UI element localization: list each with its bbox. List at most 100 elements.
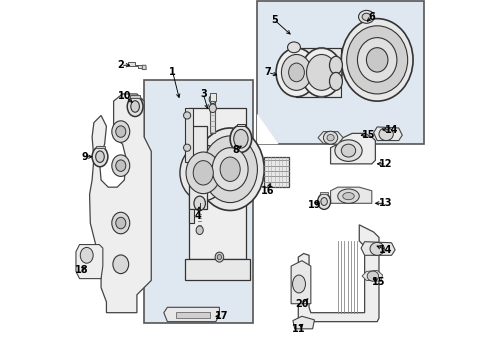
Polygon shape	[362, 270, 382, 281]
Ellipse shape	[329, 56, 342, 74]
Ellipse shape	[292, 275, 305, 293]
Ellipse shape	[233, 130, 247, 148]
Ellipse shape	[329, 72, 342, 90]
Polygon shape	[185, 259, 249, 280]
Polygon shape	[296, 48, 321, 97]
Polygon shape	[210, 99, 215, 134]
Text: 3: 3	[200, 89, 206, 99]
Ellipse shape	[317, 194, 330, 210]
Ellipse shape	[320, 198, 326, 206]
Ellipse shape	[358, 10, 373, 23]
Ellipse shape	[323, 131, 337, 144]
Text: 18: 18	[74, 265, 88, 275]
Ellipse shape	[180, 145, 226, 201]
Ellipse shape	[342, 193, 353, 200]
Ellipse shape	[281, 54, 311, 90]
Ellipse shape	[220, 157, 240, 181]
Bar	[209, 93, 216, 101]
Ellipse shape	[337, 189, 359, 203]
Ellipse shape	[112, 212, 129, 234]
Polygon shape	[292, 316, 314, 329]
Ellipse shape	[196, 128, 264, 211]
Text: 6: 6	[367, 12, 374, 22]
Bar	[176, 312, 210, 318]
Ellipse shape	[306, 54, 336, 90]
Text: 14: 14	[379, 245, 392, 255]
Polygon shape	[130, 95, 140, 98]
Bar	[144, 80, 253, 323]
Text: 4: 4	[194, 211, 201, 221]
Text: 12: 12	[379, 159, 392, 169]
Text: 19: 19	[307, 200, 321, 210]
Ellipse shape	[341, 19, 412, 101]
Polygon shape	[236, 125, 244, 126]
Ellipse shape	[196, 226, 203, 234]
Text: 20: 20	[295, 299, 308, 309]
Ellipse shape	[366, 48, 387, 72]
Text: 11: 11	[291, 324, 305, 334]
Ellipse shape	[193, 161, 213, 185]
Polygon shape	[321, 48, 341, 97]
Polygon shape	[257, 1, 423, 144]
Polygon shape	[142, 65, 146, 69]
Ellipse shape	[276, 48, 316, 97]
Ellipse shape	[378, 128, 392, 140]
Polygon shape	[317, 132, 343, 144]
Polygon shape	[185, 108, 192, 162]
Polygon shape	[373, 127, 402, 140]
Ellipse shape	[80, 247, 93, 263]
Polygon shape	[330, 187, 371, 203]
Polygon shape	[96, 145, 104, 148]
Text: 10: 10	[118, 91, 131, 101]
Ellipse shape	[92, 147, 108, 167]
Text: 15: 15	[371, 277, 385, 287]
Ellipse shape	[131, 101, 139, 112]
Ellipse shape	[326, 134, 333, 141]
Ellipse shape	[113, 255, 128, 274]
Text: 13: 13	[379, 198, 392, 208]
Ellipse shape	[127, 96, 142, 117]
Polygon shape	[89, 94, 151, 313]
Ellipse shape	[230, 125, 251, 152]
Ellipse shape	[112, 121, 129, 142]
Ellipse shape	[217, 255, 221, 260]
Ellipse shape	[116, 217, 125, 229]
Ellipse shape	[209, 95, 216, 104]
Polygon shape	[319, 192, 328, 194]
Polygon shape	[298, 225, 378, 321]
Text: 8: 8	[232, 144, 239, 154]
Ellipse shape	[116, 160, 125, 171]
Polygon shape	[257, 114, 278, 144]
Ellipse shape	[203, 136, 257, 203]
Ellipse shape	[301, 48, 341, 97]
Polygon shape	[188, 209, 194, 223]
Ellipse shape	[185, 152, 220, 194]
Ellipse shape	[287, 42, 300, 53]
Ellipse shape	[366, 271, 378, 281]
Ellipse shape	[183, 112, 190, 119]
Text: 14: 14	[384, 125, 397, 135]
Polygon shape	[360, 242, 394, 255]
Ellipse shape	[288, 63, 304, 82]
Ellipse shape	[369, 242, 384, 255]
Text: 15: 15	[361, 130, 374, 140]
Polygon shape	[330, 134, 375, 164]
Ellipse shape	[346, 26, 407, 94]
Ellipse shape	[112, 155, 129, 176]
Text: 5: 5	[271, 15, 278, 26]
Text: 1: 1	[169, 67, 176, 77]
Polygon shape	[290, 261, 310, 304]
Text: 17: 17	[214, 311, 227, 321]
Ellipse shape	[183, 144, 190, 151]
Ellipse shape	[96, 151, 104, 162]
Text: 16: 16	[261, 186, 274, 196]
Ellipse shape	[215, 252, 223, 262]
Ellipse shape	[362, 13, 370, 21]
Text: 7: 7	[264, 67, 271, 77]
Polygon shape	[264, 157, 289, 187]
Ellipse shape	[334, 140, 362, 161]
Ellipse shape	[116, 126, 125, 137]
Text: 9: 9	[81, 152, 88, 162]
Polygon shape	[188, 126, 206, 209]
Ellipse shape	[341, 144, 355, 157]
